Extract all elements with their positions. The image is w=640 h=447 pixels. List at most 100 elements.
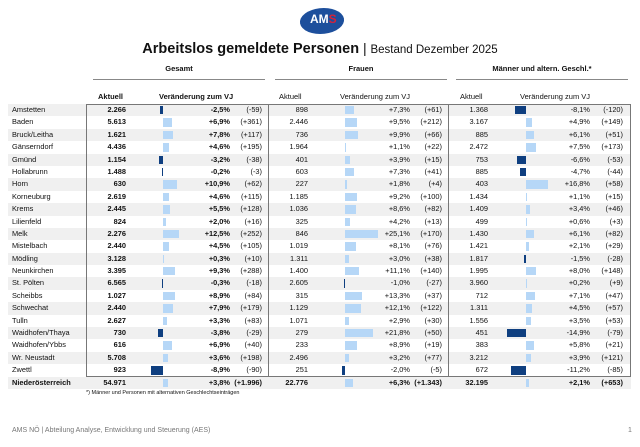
f-change-bar bbox=[345, 180, 348, 189]
m-change-percent: -14,9% bbox=[566, 328, 590, 338]
g-change-bar bbox=[158, 329, 163, 338]
page-title: Arbeitslos gemeldete Personen | Bestand … bbox=[0, 40, 640, 57]
f-change-bar bbox=[345, 291, 363, 301]
table-row: Korneuburg 2.619 +4,6% (+115) 1.185 +9,2% (+10… bbox=[8, 191, 631, 203]
g-change-absolute: (-3) bbox=[250, 166, 263, 176]
g-current: 2.276 bbox=[107, 228, 127, 238]
region-name: Niederösterreich bbox=[12, 377, 71, 387]
g-change-percent: +3,3% bbox=[208, 315, 230, 325]
g-change-absolute: (+361) bbox=[240, 117, 262, 127]
f-change-percent: -1,0% bbox=[390, 278, 410, 288]
g-change-percent: +0,3% bbox=[208, 253, 230, 263]
g-current: 1.154 bbox=[107, 154, 127, 164]
f-change-bar bbox=[345, 329, 374, 338]
f-change-bar bbox=[345, 341, 357, 350]
g-current: 2.445 bbox=[107, 204, 127, 214]
m-change-absolute: (-85) bbox=[607, 365, 623, 375]
g-change-percent: +12,5% bbox=[204, 228, 230, 238]
f-change-percent: +21,8% bbox=[384, 328, 410, 338]
group-header-frauen: Frauen bbox=[275, 64, 447, 80]
f-current: 1.129 bbox=[289, 303, 309, 313]
m-change-absolute: (-28) bbox=[607, 253, 623, 263]
f-current: 315 bbox=[295, 290, 308, 300]
col-change-frauen: Veränderung zum VJ bbox=[340, 92, 411, 101]
col-change-maenner: Veränderung zum VJ bbox=[520, 92, 591, 101]
f-current: 2.496 bbox=[289, 352, 309, 362]
m-change-absolute: (+173) bbox=[601, 142, 623, 152]
g-current: 2.619 bbox=[107, 191, 127, 201]
f-change-bar bbox=[345, 254, 349, 264]
g-change-absolute: (-90) bbox=[246, 365, 262, 375]
region-name: Waidhofen/Ybbs bbox=[12, 340, 66, 350]
g-change-absolute: (+10) bbox=[244, 253, 262, 263]
g-change-absolute: (+128) bbox=[240, 204, 262, 214]
f-change-absolute: (+19) bbox=[424, 340, 442, 350]
f-change-bar bbox=[345, 316, 349, 326]
f-current: 325 bbox=[295, 216, 308, 226]
f-change-percent: +7,3% bbox=[388, 166, 410, 176]
m-change-percent: +3,4% bbox=[568, 204, 590, 214]
m-change-percent: +16,8% bbox=[564, 179, 590, 189]
g-change-percent: +6,9% bbox=[208, 117, 230, 127]
m-change-percent: +0,2% bbox=[568, 278, 590, 288]
g-change-bar bbox=[163, 229, 180, 239]
m-current: 2.472 bbox=[469, 142, 489, 152]
g-current: 2.627 bbox=[107, 315, 127, 325]
g-change-bar bbox=[162, 279, 163, 288]
g-current: 630 bbox=[113, 179, 126, 189]
m-change-bar bbox=[519, 167, 526, 177]
m-change-bar bbox=[526, 353, 532, 363]
g-change-percent: +9,3% bbox=[208, 266, 230, 276]
f-change-percent: +3,2% bbox=[388, 352, 410, 362]
table-row: Waidhofen/Ybbs 616 +6,9% (+40) 233 +8,9% (+19)… bbox=[8, 339, 631, 351]
f-change-absolute: (+170) bbox=[420, 228, 442, 238]
g-change-absolute: (+117) bbox=[240, 129, 262, 139]
m-change-bar bbox=[515, 106, 526, 115]
m-current: 3.167 bbox=[469, 117, 489, 127]
region-name: Lilienfeld bbox=[12, 216, 42, 226]
table-row: Wr. Neustadt 5.708 +3,6% (+198) 2.496 +3,2% (+… bbox=[8, 351, 631, 365]
m-current: 1.430 bbox=[469, 228, 489, 238]
g-change-bar bbox=[163, 143, 169, 152]
f-change-bar bbox=[345, 304, 361, 313]
g-change-bar bbox=[151, 366, 163, 375]
f-current: 401 bbox=[295, 154, 308, 164]
f-change-absolute: (+22) bbox=[424, 142, 442, 152]
f-change-absolute: (+1.343) bbox=[414, 377, 442, 387]
g-current: 1.621 bbox=[107, 129, 127, 139]
g-change-bar bbox=[163, 192, 169, 202]
m-change-absolute: (-79) bbox=[607, 328, 623, 338]
table-row: Niederösterreich 54.971 +3,8% (+1.996) 22.77… bbox=[8, 376, 631, 389]
f-change-bar bbox=[343, 279, 345, 288]
f-current: 279 bbox=[295, 328, 308, 338]
g-change-percent: +2,0% bbox=[208, 216, 230, 226]
f-current: 2.446 bbox=[289, 117, 309, 127]
region-name: Baden bbox=[12, 117, 34, 127]
f-current: 1.071 bbox=[289, 315, 309, 325]
title-main: Arbeitslos gemeldete Personen bbox=[142, 41, 360, 57]
table-row: Horn 630 +10,9% (+62) 227 +1,8% (+4) 403 +16,8% (… bbox=[8, 178, 631, 191]
title-sub: Bestand Dezember 2025 bbox=[370, 44, 498, 56]
g-change-bar bbox=[162, 167, 163, 177]
g-change-bar bbox=[163, 316, 168, 326]
f-change-bar bbox=[345, 130, 358, 140]
g-current: 730 bbox=[113, 328, 126, 338]
f-current: 22.776 bbox=[285, 377, 308, 387]
g-current: 54.971 bbox=[103, 377, 126, 387]
g-change-absolute: (+115) bbox=[240, 191, 262, 201]
g-change-percent: +5,5% bbox=[208, 204, 230, 214]
g-change-bar bbox=[163, 217, 166, 226]
g-change-bar bbox=[163, 267, 176, 276]
g-change-absolute: (+179) bbox=[240, 303, 262, 313]
m-change-percent: +4,9% bbox=[568, 117, 590, 127]
g-change-percent: +8,9% bbox=[208, 290, 230, 300]
f-change-absolute: (-5) bbox=[430, 365, 443, 375]
m-current: 1.817 bbox=[469, 253, 489, 263]
g-change-percent: +7,9% bbox=[208, 303, 230, 313]
f-change-bar bbox=[345, 106, 355, 115]
page-number: 1 bbox=[628, 427, 632, 434]
f-change-absolute: (+38) bbox=[424, 253, 442, 263]
g-current: 5.708 bbox=[107, 352, 127, 362]
m-change-bar bbox=[526, 316, 531, 326]
m-current: 1.434 bbox=[469, 191, 489, 201]
